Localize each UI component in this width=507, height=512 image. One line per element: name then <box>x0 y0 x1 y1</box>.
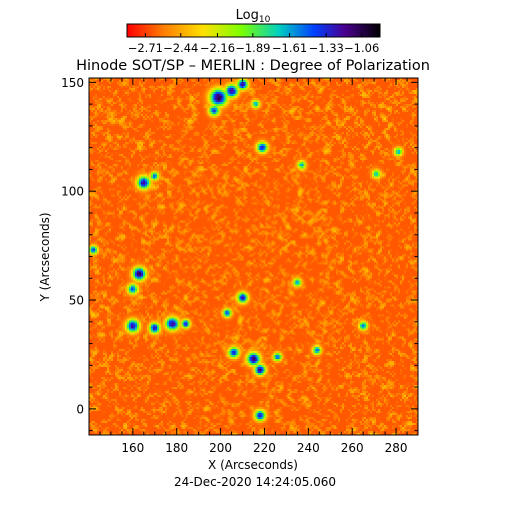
colorbar <box>126 23 381 38</box>
y-axis-label: Y (Arcseconds) <box>38 212 52 302</box>
y-tick-label: 150 <box>61 76 84 90</box>
colorbar-tick-label: −2.44 <box>163 41 198 55</box>
colorbar-ticks: −2.71 −2.44 −2.16 −1.89 −1.61 −1.33 −1.06 <box>128 33 379 55</box>
colorbar-label: Log10 <box>236 8 271 25</box>
y-tick-label: 100 <box>61 185 84 199</box>
colorbar-tick-label: −1.61 <box>272 41 307 55</box>
x-tick-label: 220 <box>253 441 276 455</box>
y-tick-label: 50 <box>69 294 84 308</box>
x-tick-label: 200 <box>209 441 232 455</box>
chart-title: Hinode SOT/SP – MERLIN : Degree of Polar… <box>76 58 430 74</box>
colorbar-tick-label: −2.71 <box>128 41 163 55</box>
y-axis-ticks: 0 50 100 150 <box>61 76 418 432</box>
x-tick-label: 280 <box>385 441 408 455</box>
colorbar-tick-label: −2.16 <box>200 41 235 55</box>
x-axis-label: X (Arcseconds) <box>208 458 298 472</box>
x-tick-label: 260 <box>341 441 364 455</box>
heatmap-image <box>89 78 418 435</box>
colorbar-tick-label: −1.89 <box>235 41 270 55</box>
colorbar-tick-label: −1.33 <box>309 41 344 55</box>
x-axis-ticks: 160 180 200 220 240 260 280 <box>99 78 408 455</box>
x-tick-label: 180 <box>165 441 188 455</box>
x-tick-label: 160 <box>121 441 144 455</box>
x-tick-label: 240 <box>297 441 320 455</box>
colorbar-tick-label: −1.06 <box>344 41 379 55</box>
y-tick-label: 0 <box>76 402 84 416</box>
heatmap-plot <box>88 77 419 436</box>
timestamp: 24-Dec-2020 14:24:05.060 <box>174 475 336 489</box>
